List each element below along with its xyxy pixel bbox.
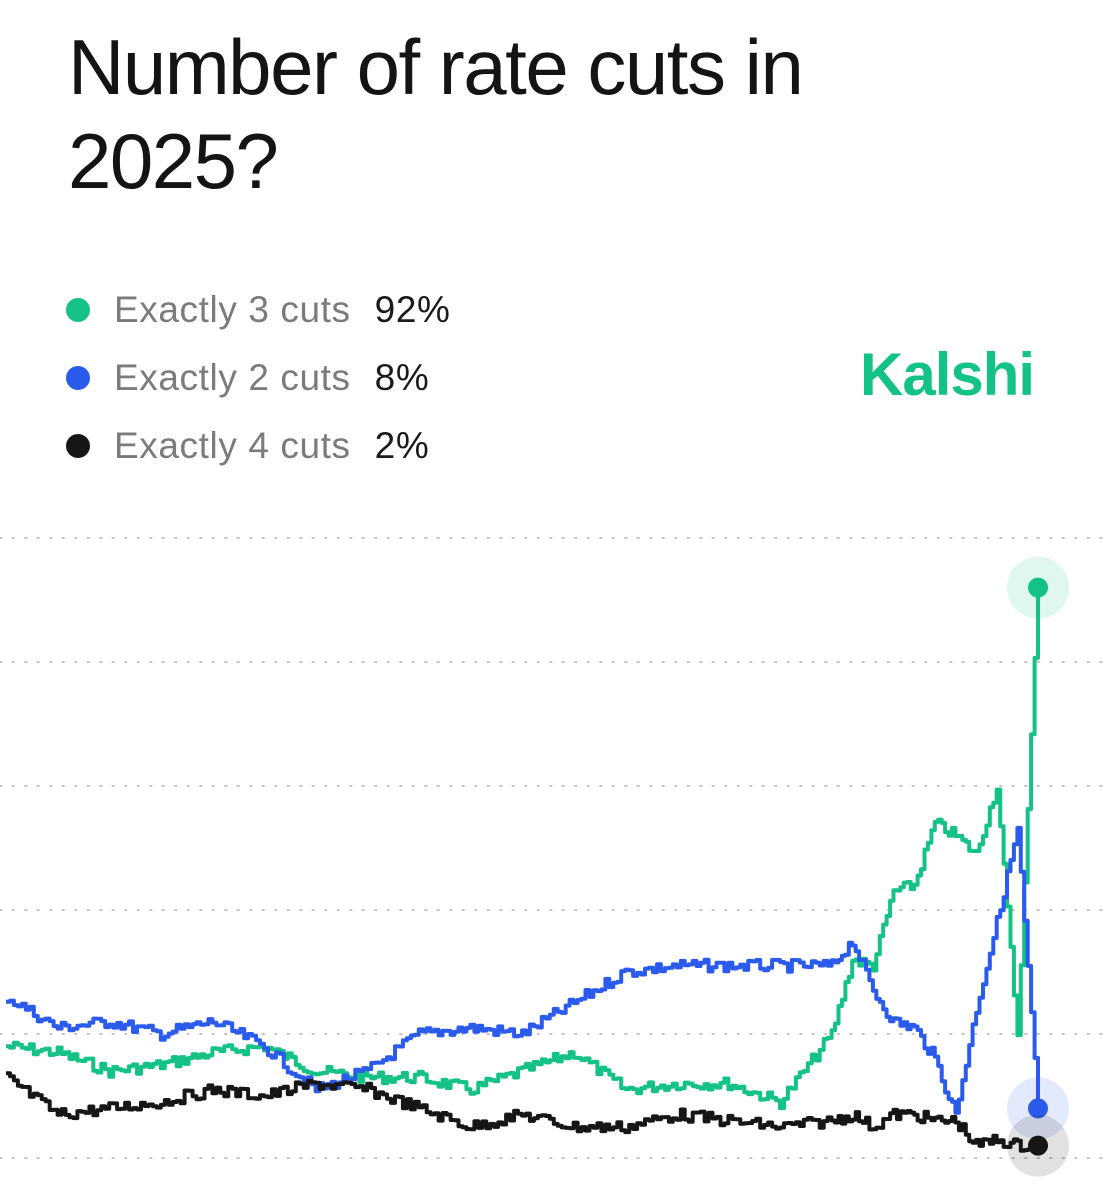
end-marker-exactly-2-cuts[interactable] <box>1028 1098 1048 1119</box>
end-markers <box>1007 556 1069 1177</box>
series-line-exactly-2-cuts[interactable] <box>6 825 1040 1115</box>
legend-value: 2% <box>374 425 430 466</box>
line-chart[interactable] <box>0 500 1107 1200</box>
series-line-exactly-3-cuts[interactable] <box>6 587 1040 1111</box>
end-marker-exactly-4-cuts[interactable] <box>1028 1135 1048 1156</box>
legend-dot-icon <box>66 366 90 390</box>
legend-label: Exactly 3 cuts <box>114 289 351 330</box>
chart-title: Number of rate cuts in 2025? <box>68 23 804 205</box>
kalshi-logo: Kalshi <box>860 341 1035 408</box>
series-line-exactly-4-cuts[interactable] <box>6 1071 1040 1153</box>
legend-label: Exactly 2 cuts <box>114 357 351 398</box>
series-lines <box>6 587 1040 1153</box>
legend-value: 8% <box>374 357 430 398</box>
chart-legend: Exactly 3 cuts 92% Exactly 2 cuts 8% Exa… <box>66 276 451 480</box>
legend-item-exactly-3-cuts[interactable]: Exactly 3 cuts 92% <box>66 276 451 344</box>
legend-dot-icon <box>66 434 90 458</box>
legend-item-exactly-4-cuts[interactable]: Exactly 4 cuts 2% <box>66 412 451 480</box>
legend-item-exactly-2-cuts[interactable]: Exactly 2 cuts 8% <box>66 344 451 412</box>
legend-dot-icon <box>66 298 90 322</box>
legend-label: Exactly 4 cuts <box>114 425 351 466</box>
end-marker-exactly-3-cuts[interactable] <box>1028 577 1048 598</box>
legend-value: 92% <box>374 289 451 330</box>
